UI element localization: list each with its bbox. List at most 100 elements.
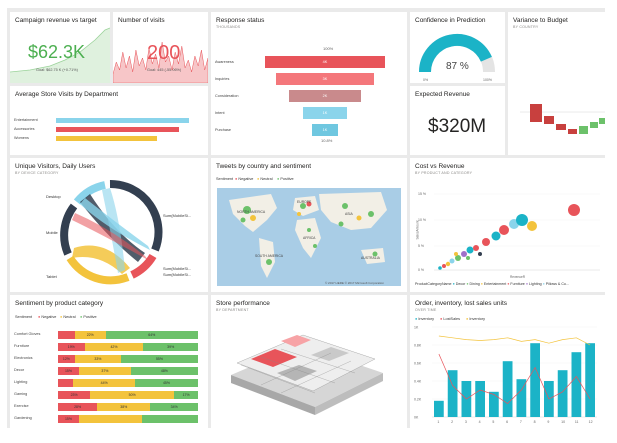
funnel-label: Consideration	[215, 94, 239, 98]
order-legend-lostsales: ● LostSales	[440, 317, 461, 321]
map-legend-neutral: ● Neutral	[257, 177, 273, 181]
inventory-bar	[475, 381, 485, 417]
sentiment-segment: 45%	[135, 379, 198, 387]
tile-subtitle: BY COUNTRY	[513, 25, 539, 29]
confidence-gauge	[418, 33, 495, 73]
legend-item: ● Pillows & Cu...	[542, 282, 569, 286]
series-line	[438, 353, 591, 404]
sentiment-segment: 55%	[121, 355, 198, 363]
funnel-bar: 2K	[289, 90, 361, 102]
sentiment-segment: 50%	[90, 391, 175, 399]
gauge-max: 100%	[483, 78, 492, 82]
x-tick: 11	[575, 420, 579, 424]
scatter-legend: ProductCategoryName ● Decor ● Dining ● E…	[415, 282, 569, 286]
legend-title: ProductCategoryName	[415, 282, 452, 286]
tile-response-status[interactable]: Response status THOUSANDS 100% 4K Awarene…	[211, 12, 407, 155]
tile-tweets-map[interactable]: Tweets by country and sentiment Sentimen…	[211, 158, 407, 292]
sentiment-segment: 28%	[58, 403, 98, 411]
order-legend-inventory2: ● Inventory	[466, 317, 485, 321]
tile-title: Tweets by country and sentiment	[216, 163, 312, 170]
sentiment-segment	[79, 415, 142, 423]
campaign-kpi-value: $62.3K	[28, 42, 86, 62]
tile-cost-vs-revenue[interactable]: Cost vs Revenue BY PRODUCT AND CATEGORY …	[410, 158, 605, 292]
order-legend-inventory: ● Inventory	[415, 317, 434, 321]
sentiment-legend-neutral: ● Neutral	[60, 315, 76, 319]
map-label-europe: EUROPE	[297, 200, 312, 204]
tile-campaign-revenue[interactable]: Campaign revenue vs target $62.3K Goal: …	[10, 12, 110, 83]
funnel-top-label: 100%	[323, 46, 334, 51]
chord-diagram	[60, 179, 163, 285]
x-tick: 2	[451, 420, 453, 424]
confidence-value: 87 %	[446, 61, 469, 72]
tile-title: Average Store Visits by Department	[15, 91, 119, 98]
tile-number-of-visits[interactable]: Number of visits 200 Goal: 445 (-55.06%)	[113, 12, 208, 83]
sentiment-segment: 33%	[74, 355, 121, 363]
x-tick: 7	[520, 420, 522, 424]
x-tick: 6	[506, 420, 508, 424]
y-axis-label: SalesAmount	[415, 220, 420, 240]
tile-store-performance[interactable]: Store performance BY DEPARTMENT	[211, 295, 407, 428]
x-tick: 8	[534, 420, 536, 424]
funnel-label: Inquiries	[215, 77, 230, 81]
funnel-bottom-label: 10.8%	[321, 138, 333, 143]
x-tick: 1	[437, 420, 439, 424]
sentiment-row-label: Gardening	[14, 416, 32, 420]
chord-label-mobile: Mobile	[46, 230, 58, 235]
sentiment-segment: 22%	[74, 331, 106, 339]
tile-title: Campaign revenue vs target	[15, 17, 97, 24]
y-tick-10: 10 %	[418, 218, 426, 222]
sentiment-segment: 38%	[97, 403, 151, 411]
tile-order-inventory[interactable]: Order, inventory, lost sales units OVER …	[410, 295, 605, 428]
campaign-goal: Goal: $62.75 K (+0.71%)	[36, 68, 78, 72]
sentiment-segment	[142, 415, 198, 423]
tile-title: Store performance	[216, 300, 270, 307]
y-tick: 0.4K	[414, 380, 422, 384]
tile-unique-visitors[interactable]: Unique Visitors, Daily Users BY DEVICE C…	[10, 158, 208, 292]
x-tick: 10	[561, 420, 565, 424]
sentiment-segment: 15%	[58, 415, 79, 423]
sentiment-segment: 37%	[79, 367, 131, 375]
sentiment-segment: 42%	[84, 343, 144, 351]
legend-item: ● Lighting	[525, 282, 542, 286]
funnel-bar: 1K	[303, 107, 347, 119]
legend-item: ● Furniture	[507, 282, 525, 286]
y-tick: 0.8K	[414, 344, 422, 348]
tile-title: Cost vs Revenue	[415, 163, 465, 170]
store-visits-label: Accessories	[14, 127, 35, 131]
sentiment-segment: 34%	[150, 403, 198, 411]
tile-confidence[interactable]: Confidence in Prediction 87 % 0% 100%	[410, 12, 505, 83]
revenue-kpi-value: $320M	[428, 116, 487, 137]
sentiment-segment: 19%	[58, 343, 85, 351]
sentiment-legend-positive: ● Positive	[80, 315, 97, 319]
inventory-bar	[502, 361, 513, 417]
map-credits: © 2017 HERE © 2017 Microsoft Corporation	[325, 281, 384, 285]
map-label-north-america: NORTH AMERICA	[237, 210, 266, 214]
sentiment-segment: 17%	[174, 391, 198, 399]
legend-item: ● Dining	[466, 282, 480, 286]
tile-expected-revenue[interactable]: Expected Revenue $320M	[410, 86, 505, 155]
inventory-bar	[585, 343, 595, 417]
funnel-bar: 1K	[311, 124, 339, 136]
funnel-label: Intent	[215, 111, 225, 115]
tile-title: Response status	[216, 17, 265, 24]
funnel-bar: 4K	[265, 56, 385, 68]
series-line	[438, 335, 591, 346]
tile-variance-to-budget[interactable]: Variance to Budget BY COUNTRY	[508, 12, 605, 155]
x-tick: 3	[465, 420, 467, 424]
sentiment-segment: 44%	[73, 379, 135, 387]
chord-label-tablet: Tablet	[46, 274, 57, 279]
map-label-australia: AUSTRALIA	[361, 256, 380, 260]
scatter-chart	[434, 193, 600, 271]
tile-sentiment-by-category[interactable]: Sentiment by product category Sentiment …	[10, 295, 208, 428]
sentiment-legend-title: Sentiment	[15, 315, 33, 319]
store-visits-bar	[56, 118, 189, 123]
x-tick: 4	[479, 420, 481, 424]
tile-title: Variance to Budget	[513, 17, 568, 24]
tile-avg-store-visits[interactable]: Average Store Visits by Department Enter…	[10, 86, 208, 155]
sentiment-segment: 15%	[58, 367, 79, 375]
sentiment-row-label: Gaming	[14, 392, 28, 396]
inventory-bar	[557, 370, 568, 417]
store-visits-bar	[56, 127, 180, 132]
y-tick-15: 15 %	[418, 192, 426, 196]
